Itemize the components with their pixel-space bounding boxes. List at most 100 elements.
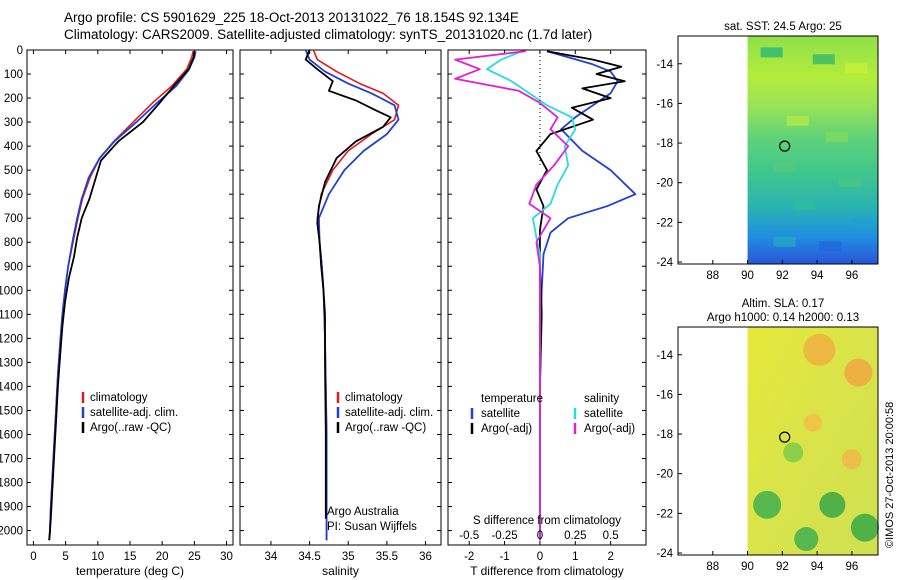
difference-s-tick-label: 0.5	[603, 530, 619, 542]
salinity-xtick-label: 34.5	[298, 551, 320, 563]
temperature-xtick-label: 30	[220, 551, 233, 563]
depth-tick-label: 1900	[0, 502, 23, 514]
figure-title-line1: Argo profile: CS 5901629_225 18-Oct-2013…	[64, 10, 519, 25]
depth-tick-label: 200	[4, 93, 23, 105]
temperature-xtick-label: 15	[124, 551, 137, 563]
depth-tick-label: 800	[4, 237, 23, 249]
depth-tick-label: 1300	[0, 357, 23, 369]
sla-blob	[850, 513, 879, 542]
salinity-annotation: Argo Australia	[327, 506, 399, 518]
sst_map-xtick-label: 88	[706, 270, 719, 282]
sst_map-ytick-label: -16	[656, 98, 673, 110]
temperature-xtick-label: 10	[91, 551, 104, 563]
difference-legend-label: Argo(-adj)	[584, 423, 635, 435]
sla-blob	[753, 490, 782, 519]
difference-series-temperature-argo-adj-	[535, 50, 626, 541]
sla_map-xtick-label: 90	[741, 561, 754, 573]
sst-patch	[812, 54, 835, 65]
temperature-profile-panel: 0 5 10 15 20 25 300100200300400500600700800900…	[0, 45, 234, 578]
sla_map-title: Argo h1000: 0.14 h2000: 0.13	[707, 312, 859, 324]
figure-title-line2: Climatology: CARS2009. Satellite-adjuste…	[64, 27, 592, 42]
salinity-annotation: PI: Susan Wijffels	[327, 521, 417, 533]
difference-xtick-label: -2	[464, 551, 474, 563]
difference-legend-title-salinity: salinity	[584, 393, 619, 405]
difference-legend-label: satellite	[584, 408, 623, 420]
salinity-legend-label: climatology	[345, 392, 403, 404]
salinity-xtick-label: 35	[342, 551, 355, 563]
difference-xtick-label: 0	[537, 551, 543, 563]
depth-tick-label: 600	[4, 189, 23, 201]
temperature-xtick-label: 5	[62, 551, 68, 563]
sla_map-xtick-label: 96	[846, 561, 859, 573]
difference-s-tick-label: 0.25	[564, 530, 586, 542]
sla-blob	[783, 442, 804, 463]
salinity-frame	[239, 49, 442, 546]
sla_map-xtick-label: 94	[811, 561, 824, 573]
depth-tick-label: 0	[17, 45, 23, 57]
difference-legend-label: Argo(-adj)	[481, 423, 532, 435]
temperature-legend-label: satellite-adj. clim.	[90, 407, 178, 419]
sla_map-xtick-label: 92	[776, 561, 789, 573]
temperature-legend-label: climatology	[90, 392, 148, 404]
sla_map-ytick-label: -24	[656, 548, 673, 560]
sst_map-xtick-label: 92	[776, 270, 789, 282]
sla-blob	[841, 449, 862, 470]
depth-tick-label: 1800	[0, 478, 23, 490]
sla-blob	[803, 413, 822, 432]
sst_map-frame	[677, 35, 879, 265]
sla_map-ytick-label: -20	[656, 469, 673, 481]
difference-profile-panel: -2 -1 0 1 2T difference from climatology S di…	[447, 49, 647, 578]
salinity-profile-panel: 34 34.5 35 35.5 36 salinity climatology satelli…	[239, 49, 442, 578]
sla_map-xtick-label: 88	[706, 561, 719, 573]
sla-blob	[794, 527, 819, 552]
sst_map-xtick-label: 94	[811, 270, 824, 282]
sla_map-ytick-label: -18	[656, 429, 673, 441]
sst-patch	[793, 200, 816, 211]
difference-xtick-label: 1	[572, 551, 578, 563]
depth-tick-label: 1700	[0, 453, 23, 465]
sst-patch	[845, 63, 868, 74]
depth-tick-label: 2000	[0, 526, 23, 538]
sla-blob	[819, 491, 846, 518]
sst-patch	[773, 236, 796, 247]
difference-legend-title-temperature: temperature	[481, 393, 543, 405]
difference-s-tick-label: 0	[537, 530, 543, 542]
salinity-xtick-label: 36	[419, 551, 432, 563]
salinity-series-argo-raw-qc-	[304, 49, 392, 519]
sla_map-argo-marker	[779, 431, 791, 443]
temperature-xtick-label: 20	[156, 551, 169, 563]
difference-series-salinity-argo-adj-	[454, 50, 570, 541]
sst_map-ytick-label: -18	[656, 138, 673, 150]
sla-blob	[844, 358, 873, 387]
sst_map-title: sat. SST: 24.5 Argo: 25	[724, 21, 842, 33]
sst-map-panel: 88 90 92 94 96 -14 -16 -18 -20 -22 -24 sat. SST: 24…	[656, 21, 879, 282]
temperature-xlabel: temperature (deg C)	[76, 564, 184, 578]
depth-tick-label: 900	[4, 261, 23, 273]
sst-patch	[851, 218, 874, 229]
sst-patch	[825, 131, 848, 142]
sst_map-ytick-label: -24	[656, 257, 673, 269]
depth-tick-label: 700	[4, 213, 23, 225]
sla-map-panel: 88 90 92 94 96 -14 -16 -18 -20 -22 -24 Altim. SLA: …	[656, 298, 879, 573]
depth-tick-label: 500	[4, 165, 23, 177]
salinity-xlabel: salinity	[322, 564, 359, 578]
sst-patch	[760, 47, 783, 58]
temperature-legend-label: Argo(..raw -QC)	[90, 422, 171, 434]
salinity-legend-label: satellite-adj. clim.	[345, 407, 433, 419]
sst_map-xtick-label: 96	[846, 270, 859, 282]
depth-tick-label: 1100	[0, 309, 23, 321]
depth-tick-label: 400	[4, 141, 23, 153]
sla_map-ytick-label: -16	[656, 389, 673, 401]
depth-tick-label: 1600	[0, 429, 23, 441]
sst-patch	[786, 115, 809, 126]
depth-tick-label: 1000	[0, 285, 23, 297]
sla-blob	[803, 333, 836, 366]
temperature-xtick-label: 0	[30, 551, 36, 563]
depth-tick-label: 300	[4, 117, 23, 129]
sla_map-ytick-label: -14	[656, 350, 673, 362]
difference-frame	[447, 49, 647, 546]
difference-s-tick-label: -0.5	[459, 530, 479, 542]
sla_map-frame	[677, 326, 879, 556]
side-stamp: ©IMOS 27-Oct-2013 20:00:58	[884, 402, 896, 548]
